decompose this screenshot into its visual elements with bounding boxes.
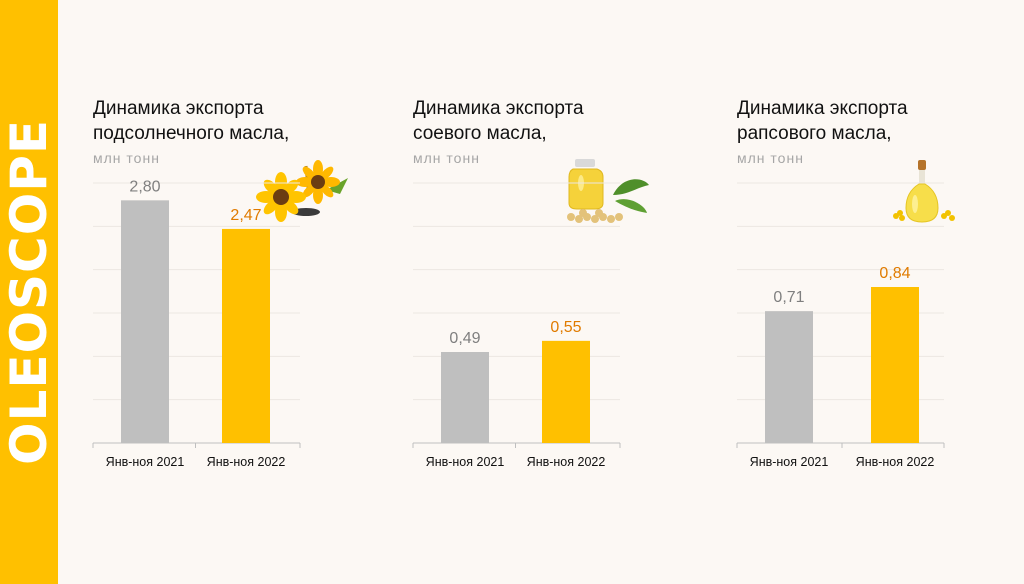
bar-2022: [871, 287, 919, 443]
bar-2021: [441, 352, 489, 443]
bar-2021: [121, 200, 169, 443]
data-label: 0,49: [449, 330, 480, 347]
chart-title: Динамика экспорта рапсового масла,: [737, 98, 908, 144]
chart-unit: млн тонн: [93, 150, 160, 166]
side-band: OLEOSCOPE: [0, 0, 58, 584]
data-label: 0,71: [773, 289, 804, 306]
soybean-oil-icon: [567, 159, 649, 223]
x-tick-label: Янв-ноя 2022: [856, 455, 935, 469]
chart-rapeseed: Динамика экспорта рапсового масла, млн т…: [736, 0, 1024, 584]
x-tick-label: Янв-ноя 2022: [207, 455, 286, 469]
chart-soybean: Динамика экспорта соевого масла, млн тон…: [412, 0, 713, 584]
chart-unit: млн тонн: [737, 150, 804, 166]
data-label: 0,84: [879, 265, 910, 282]
sunflower-icon: [256, 160, 348, 222]
chart-title: Динамика экспорта подсолнечного масла,: [93, 98, 290, 144]
chart-title: Динамика экспорта соевого масла,: [413, 98, 584, 144]
bars: 2,80 Янв-ноя 2021 2,47 Янв-ноя 2022: [106, 178, 286, 469]
data-label: 2,47: [230, 207, 261, 224]
plot-area: 0,49 Янв-ноя 2021 0,55 Янв-ноя 2022: [412, 182, 621, 469]
bar-2022: [222, 228, 270, 443]
plot-area: 0,71 Янв-ноя 2021 0,84 Янв-ноя 2022: [736, 182, 945, 469]
bars: 0,71 Янв-ноя 2021 0,84 Янв-ноя 2022: [750, 265, 935, 469]
bar-2022: [542, 340, 590, 443]
x-tick-label: Янв-ноя 2022: [527, 455, 606, 469]
x-tick-label: Янв-ноя 2021: [426, 455, 505, 469]
data-label: 2,80: [129, 178, 160, 195]
x-tick-label: Янв-ноя 2021: [106, 455, 185, 469]
data-label: 0,55: [550, 319, 581, 336]
x-tick-label: Янв-ноя 2021: [750, 455, 829, 469]
chart-sunflower: Динамика экспорта подсолнечного масла, м…: [92, 0, 393, 584]
bar-2021: [765, 311, 813, 443]
rapeseed-oil-icon: [893, 160, 955, 223]
chart-unit: млн тонн: [413, 150, 480, 166]
brand-logo: OLEOSCOPE: [0, 118, 58, 466]
plot-area: 2,80 Янв-ноя 2021 2,47 Янв-ноя 2022: [92, 178, 301, 469]
bars: 0,49 Янв-ноя 2021 0,55 Янв-ноя 2022: [426, 319, 606, 469]
